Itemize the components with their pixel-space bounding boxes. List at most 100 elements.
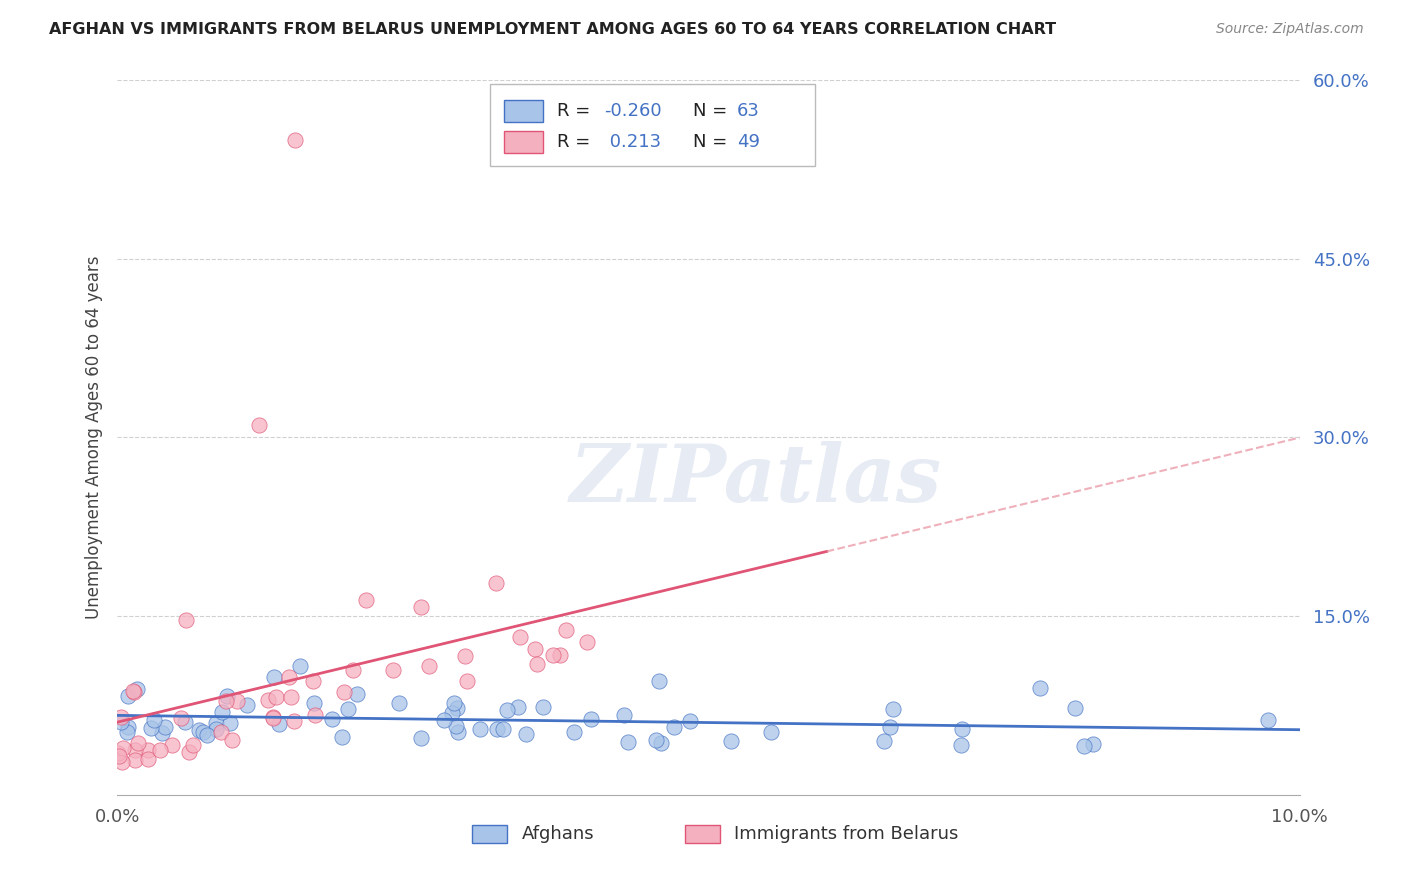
Point (509, 631, 531, 645)
Point (492, 722, 515, 736)
Point (321, 712, 343, 726)
Point (266, 690, 288, 705)
Point (302, 697, 325, 711)
Point (548, 648, 571, 662)
Point (122, 684, 145, 698)
Text: ZIPatlas: ZIPatlas (569, 442, 942, 519)
Point (127, 736, 149, 750)
Point (215, 690, 238, 704)
Text: 0.213: 0.213 (605, 133, 661, 151)
Point (108, 748, 131, 763)
Point (204, 722, 226, 736)
Point (205, 715, 228, 730)
FancyBboxPatch shape (489, 84, 815, 166)
Point (209, 724, 232, 739)
Point (121, 683, 143, 698)
Point (506, 699, 529, 714)
Point (1083, 737, 1105, 751)
Point (382, 663, 405, 677)
Point (107, 746, 129, 760)
Point (211, 706, 233, 720)
Point (453, 649, 475, 664)
Point (149, 743, 172, 757)
FancyBboxPatch shape (685, 825, 720, 843)
Point (302, 673, 325, 688)
Point (515, 727, 537, 741)
Point (195, 729, 218, 743)
Text: N =: N = (693, 133, 733, 151)
Point (179, 745, 201, 759)
Text: AFGHAN VS IMMIGRANTS FROM BELARUS UNEMPLOYMENT AMONG AGES 60 TO 64 YEARS CORRELA: AFGHAN VS IMMIGRANTS FROM BELARUS UNEMPL… (49, 22, 1056, 37)
Point (562, 725, 585, 739)
Point (617, 735, 640, 749)
Point (444, 719, 467, 733)
Point (418, 658, 440, 673)
Point (446, 701, 468, 715)
Text: Afghans: Afghans (522, 825, 595, 843)
Point (950, 738, 973, 752)
Point (236, 698, 259, 712)
Point (174, 714, 197, 729)
Point (1029, 681, 1052, 695)
Point (333, 684, 356, 698)
Point (644, 733, 666, 747)
Point (409, 731, 432, 745)
Point (346, 687, 368, 701)
Point (162, 739, 184, 753)
Point (337, 702, 360, 716)
Point (1257, 713, 1279, 727)
Point (112, 741, 135, 756)
Point (215, 693, 238, 707)
Point (950, 723, 973, 737)
Point (1073, 739, 1095, 753)
Point (288, 659, 311, 673)
Point (226, 694, 249, 708)
Point (354, 593, 377, 607)
Point (117, 720, 139, 734)
Point (124, 743, 146, 757)
Point (647, 673, 669, 688)
Point (170, 711, 193, 725)
Y-axis label: Unemployment Among Ages 60 to 64 years: Unemployment Among Ages 60 to 64 years (86, 255, 103, 619)
Point (267, 717, 290, 731)
Point (456, 673, 478, 688)
Point (541, 648, 564, 662)
Point (662, 720, 685, 734)
Point (263, 670, 285, 684)
Point (221, 733, 243, 747)
Point (181, 738, 204, 752)
Text: R =: R = (557, 133, 596, 151)
FancyBboxPatch shape (503, 131, 543, 153)
Point (484, 575, 506, 590)
FancyBboxPatch shape (472, 825, 508, 843)
Text: -0.260: -0.260 (605, 102, 662, 120)
Point (138, 752, 160, 766)
Point (304, 707, 326, 722)
Point (143, 713, 166, 727)
Point (443, 696, 465, 710)
Point (174, 613, 197, 627)
Point (115, 725, 138, 739)
Point (150, 725, 173, 739)
Point (468, 722, 491, 736)
Point (342, 663, 364, 677)
Point (433, 714, 456, 728)
Point (247, 418, 270, 433)
Point (1063, 700, 1085, 714)
Point (761, 724, 783, 739)
Point (127, 681, 149, 696)
Point (440, 706, 463, 720)
Point (873, 734, 896, 748)
Point (882, 702, 904, 716)
Point (110, 755, 132, 769)
Point (526, 657, 548, 671)
Point (447, 724, 470, 739)
FancyBboxPatch shape (503, 100, 543, 122)
Point (495, 703, 517, 717)
Point (262, 711, 284, 725)
Point (554, 624, 576, 638)
Point (650, 736, 672, 750)
Point (330, 730, 353, 744)
Text: Source: ZipAtlas.com: Source: ZipAtlas.com (1216, 22, 1364, 37)
Point (879, 720, 901, 734)
